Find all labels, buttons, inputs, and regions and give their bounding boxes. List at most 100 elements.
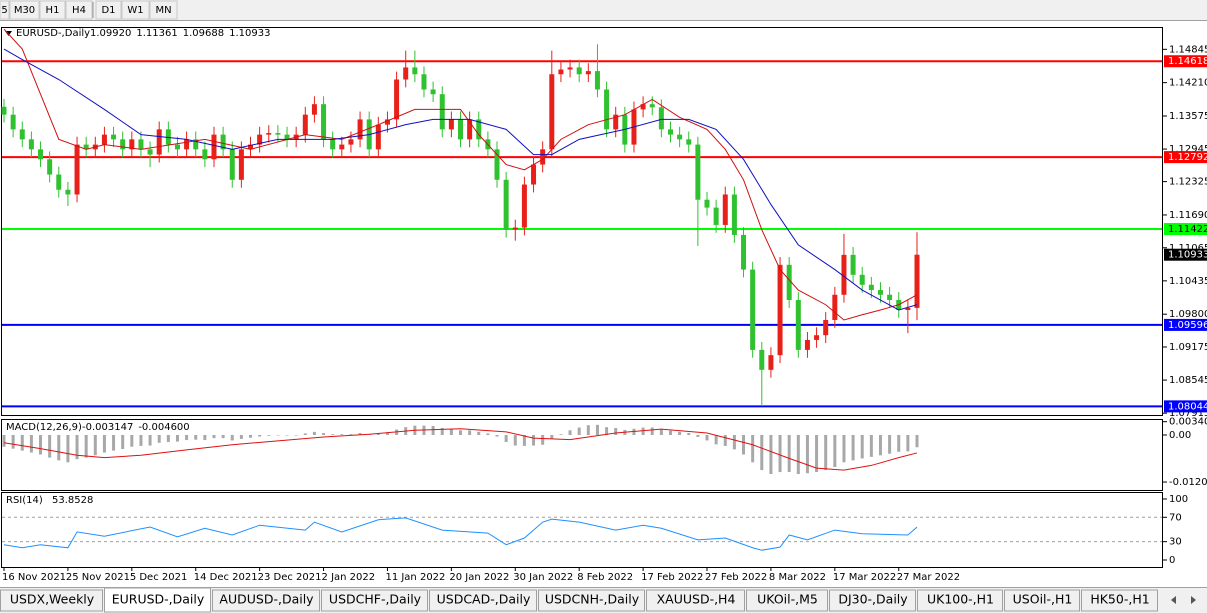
- macd-bar: [869, 434, 873, 457]
- macd-bar: [203, 434, 207, 441]
- indicator-title: MACD(12,26,9): [6, 422, 82, 433]
- macd-bar: [130, 434, 134, 447]
- chart-tab[interactable]: USDCHF-,Daily: [321, 589, 428, 612]
- x-tick-label: 14 Dec 2021: [194, 572, 258, 583]
- tab-face: [0, 589, 103, 612]
- macd-bar: [285, 434, 289, 436]
- y-tick-label: 1.08545: [1169, 375, 1207, 386]
- macd-bar: [595, 424, 599, 435]
- candle-body: [384, 119, 390, 125]
- price-tag: [1164, 55, 1207, 68]
- rsi-line: [3, 517, 918, 551]
- candle-body: [914, 254, 920, 308]
- macd-bar: [906, 434, 910, 452]
- macd-bar: [815, 434, 819, 473]
- timeframe-button[interactable]: H1: [39, 0, 66, 20]
- candle-body: [868, 284, 874, 291]
- macd-bar: [842, 434, 846, 463]
- macd-bar: [303, 433, 307, 435]
- timeframe-button[interactable]: H4: [65, 0, 93, 20]
- candle-body: [248, 144, 254, 150]
- candle-body: [677, 134, 683, 140]
- chart-tab[interactable]: USDCNH-,Daily: [538, 589, 645, 612]
- indicator-readout: -0.004600: [138, 422, 189, 433]
- tab-label: USDCNH-,Daily: [545, 592, 640, 607]
- candle-body: [266, 133, 272, 135]
- scroll-left[interactable]: [1171, 596, 1176, 604]
- candle-body: [348, 139, 354, 145]
- indicator-readout: 1.10933: [229, 28, 270, 39]
- macd-bar: [294, 434, 298, 436]
- macd-bar: [48, 434, 52, 458]
- y-tick-label: 1.13575: [1169, 111, 1207, 122]
- candle-body: [238, 149, 244, 180]
- y-tick-label: 1.09175: [1169, 342, 1207, 353]
- y-tick-label: 1.14210: [1169, 78, 1207, 89]
- macd-bar: [431, 426, 435, 435]
- candle-body: [357, 119, 363, 140]
- chart-tab[interactable]: USOil-,H1: [1004, 589, 1080, 612]
- candle-body: [184, 139, 190, 150]
- candle-body: [768, 355, 774, 370]
- scroll-right[interactable]: [1191, 596, 1196, 604]
- timeframe-button[interactable]: 5: [0, 0, 10, 20]
- timeframe-button[interactable]: D1: [95, 0, 122, 20]
- y-tick-label: 100: [1169, 494, 1188, 505]
- candle-body: [275, 133, 281, 135]
- macd-bar: [732, 434, 736, 450]
- chart-tab[interactable]: USDX,Weekly: [0, 589, 103, 612]
- chart-tab[interactable]: EURUSD-,Daily: [104, 587, 211, 613]
- candle-body: [494, 149, 500, 180]
- x-tick-label: 8 Mar 2022: [769, 572, 826, 583]
- macd-bar: [57, 434, 61, 461]
- timeframe-button[interactable]: M30: [9, 0, 40, 20]
- chart-tab[interactable]: HK50-,H1: [1081, 589, 1158, 612]
- candle-body: [585, 71, 591, 75]
- x-tick-label: 23 Dec 2021: [258, 572, 322, 583]
- macd-bar: [586, 425, 590, 435]
- chart-tab[interactable]: AUDUSD-,Daily: [212, 589, 320, 612]
- tab-face: [321, 589, 428, 612]
- button-label: 5: [1, 5, 7, 16]
- candle-body: [476, 119, 482, 140]
- chart-tab[interactable]: UK100-,H1: [917, 589, 1003, 612]
- candle-body: [467, 119, 473, 140]
- macd-bar: [331, 434, 335, 435]
- macd-bar: [340, 434, 344, 435]
- indicator-readout: 1.11361: [136, 28, 177, 39]
- candle-body: [704, 199, 710, 208]
- candle-body: [56, 174, 62, 190]
- timeframe-button[interactable]: MN: [149, 0, 178, 20]
- button-face: [149, 0, 178, 20]
- chart-tab[interactable]: XAUUSD-,H4: [646, 589, 745, 612]
- candle-body: [549, 74, 555, 150]
- button-face: [121, 0, 150, 20]
- macd-bar: [11, 434, 15, 449]
- macd-bar: [641, 427, 645, 435]
- macd-bar: [221, 434, 225, 439]
- tab-face: [829, 589, 916, 612]
- macd-bar: [687, 433, 691, 435]
- macd-bar: [440, 427, 444, 435]
- macd-bar: [185, 434, 189, 441]
- y-tick-label: 1.07915: [1169, 408, 1207, 419]
- price-tag: [1164, 248, 1207, 261]
- tab-label: UKOil-,M5: [757, 592, 818, 607]
- candle-body: [321, 104, 327, 140]
- candle-body: [83, 144, 89, 150]
- macd-bar: [888, 434, 892, 454]
- candle-body: [640, 104, 646, 110]
- chart-tab[interactable]: UKOil-,M5: [746, 589, 828, 612]
- chart-tab[interactable]: USDCAD-,Daily: [429, 589, 537, 612]
- macd-bar: [93, 434, 97, 456]
- button-face: [9, 0, 40, 20]
- y-tick-label: -0.012058: [1169, 477, 1207, 488]
- macd-bar: [194, 434, 198, 440]
- button-face: [95, 0, 122, 20]
- timeframe-button[interactable]: W1: [121, 0, 150, 20]
- macd-bar: [723, 434, 727, 446]
- chart-tab[interactable]: DJ30-,Daily: [829, 589, 916, 612]
- x-tick-label: 30 Jan 2022: [513, 572, 573, 583]
- macd-bar: [29, 434, 33, 453]
- price-tag-label: 1.10933: [1168, 250, 1207, 261]
